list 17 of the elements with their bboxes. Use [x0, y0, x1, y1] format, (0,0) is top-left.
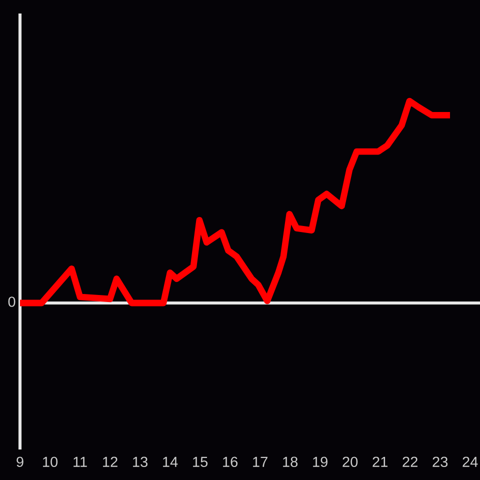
x-tick-label: 11	[74, 456, 87, 467]
x-tick-label: 22	[402, 456, 418, 467]
x-tick-label: 15	[193, 456, 208, 468]
x-tick-label: 18	[283, 456, 298, 468]
x-tick-label: 24	[462, 456, 478, 467]
x-tick-label: 16	[223, 456, 238, 468]
x-tick-label: 23	[432, 456, 448, 468]
x-tick-label: 14	[163, 456, 178, 467]
x-tick-label: 21	[372, 456, 388, 467]
x-tick-label: 20	[342, 456, 358, 468]
x-tick-label: 17	[253, 456, 268, 467]
x-tick-label: 9	[16, 456, 24, 468]
x-tick-label: 19	[313, 456, 328, 468]
x-tick-label: 10	[43, 456, 58, 468]
x-tick-label: 13	[133, 456, 148, 468]
x-tick-label: 12	[103, 456, 118, 467]
ref-line-label: 0	[8, 296, 16, 307]
